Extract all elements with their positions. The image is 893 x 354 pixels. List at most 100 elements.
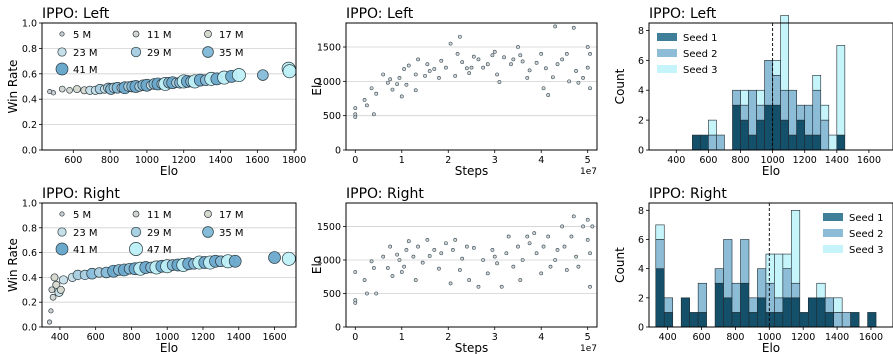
data-point: [550, 75, 555, 80]
legend-label: 35 M: [219, 48, 244, 59]
data-point: [425, 62, 430, 67]
data-point: [499, 284, 504, 289]
histogram-bar: [788, 89, 797, 136]
x-tick-label: 4: [538, 155, 544, 166]
data-point: [588, 284, 592, 289]
histogram-bar: [804, 104, 814, 136]
data-point: [541, 86, 546, 91]
data-point: [49, 293, 57, 301]
data-point: [374, 291, 379, 296]
histogram-bar: [740, 104, 749, 121]
x-tick-label: 1000: [757, 332, 781, 343]
histogram-bar: [772, 74, 781, 106]
data-point: [585, 237, 590, 242]
y-axis-label: Count: [613, 68, 627, 104]
legend-swatch: [657, 49, 677, 57]
data-point: [231, 68, 246, 83]
y-tick-label: 1500: [317, 222, 341, 233]
legend-label: 47 M: [147, 245, 172, 256]
data-point: [404, 82, 409, 87]
legend-label: Seed 2: [683, 49, 718, 60]
histogram-bar: [716, 134, 725, 151]
histogram-bar: [816, 282, 826, 299]
x-tick-label: 1000: [135, 155, 159, 166]
data-point: [567, 79, 572, 84]
data-point: [471, 54, 476, 59]
data-point: [416, 57, 420, 62]
series-legend: Seed 1 Seed 2 Seed 3: [657, 33, 718, 76]
y-tick-label: 6: [638, 56, 644, 67]
histogram-bar: [836, 134, 846, 151]
data-point: [385, 80, 390, 85]
data-point: [448, 41, 453, 46]
data-point: [388, 77, 393, 82]
histogram-bar: [740, 119, 749, 151]
y-tick-label: 4: [638, 264, 644, 275]
data-point: [413, 72, 418, 77]
histogram-bar: [804, 134, 814, 151]
data-point: [576, 264, 581, 269]
data-point: [432, 248, 437, 252]
data-point: [460, 256, 465, 261]
data-point: [506, 234, 511, 239]
data-point: [581, 76, 585, 80]
data-point: [511, 264, 516, 269]
histogram-bar: [867, 312, 877, 328]
histogram-bar: [697, 282, 707, 313]
x-tick-label: 1: [399, 155, 405, 166]
data-point: [48, 308, 54, 314]
data-point: [437, 76, 441, 80]
legend-marker: [202, 226, 214, 238]
x-axis-label: Elo: [762, 164, 780, 178]
histogram-bar: [824, 297, 834, 313]
x-tick-label: 800: [122, 332, 140, 343]
chart-left-elo: IPPO: Left 0 1 2 3 4 5 0 500 1000 1500 Steps Elo 1e7: [310, 6, 598, 178]
data-point: [353, 106, 358, 111]
legend-marker: [130, 46, 142, 58]
data-point: [73, 85, 81, 93]
data-point: [404, 248, 409, 252]
data-point: [448, 281, 453, 286]
data-point: [402, 264, 407, 269]
legend-marker: [57, 227, 67, 237]
data-point: [588, 251, 592, 256]
x-tick-label: 1000: [155, 332, 179, 343]
histogram-bar: [714, 282, 724, 328]
x-tick-label: 1200: [791, 332, 815, 343]
data-point: [490, 248, 495, 252]
histogram-bar: [740, 282, 750, 328]
y-tick-label: 1000: [317, 77, 341, 88]
x-tick-label: 3: [492, 332, 498, 343]
histogram-bar: [764, 60, 773, 106]
x-axis-label: Elo: [762, 341, 780, 354]
legend-label: Seed 3: [849, 245, 884, 256]
histogram-bar: [796, 104, 806, 121]
data-point: [268, 251, 281, 264]
histogram-bar: [791, 297, 801, 328]
data-point: [371, 266, 376, 270]
x-tick-label: 1200: [793, 155, 817, 166]
histogram-bar: [756, 119, 765, 151]
data-point: [511, 57, 516, 62]
histogram-bar: [655, 239, 665, 269]
data-point: [397, 258, 402, 262]
x-tick-label: 800: [726, 332, 744, 343]
data-point: [518, 53, 523, 58]
data-point: [516, 45, 520, 49]
data-point: [571, 214, 576, 219]
x-tick-label: 1: [399, 332, 405, 343]
histogram-bar: [765, 282, 775, 313]
data-point: [581, 224, 585, 229]
data-point: [58, 275, 69, 285]
legend-label: Seed 3: [683, 65, 718, 76]
data-point: [485, 271, 490, 276]
y-tick-label: 0: [638, 146, 644, 157]
histogram-bar: [732, 89, 741, 106]
histogram-bar: [740, 89, 749, 106]
data-point: [516, 244, 520, 249]
chart-right-winrate: IPPO: Right 5 M 11 M 17 M 23 M 29 M 35 M 41 M 47…: [6, 186, 297, 354]
data-point: [423, 73, 427, 78]
legend-swatch: [823, 229, 843, 237]
y-axis-label: Count: [613, 247, 627, 283]
